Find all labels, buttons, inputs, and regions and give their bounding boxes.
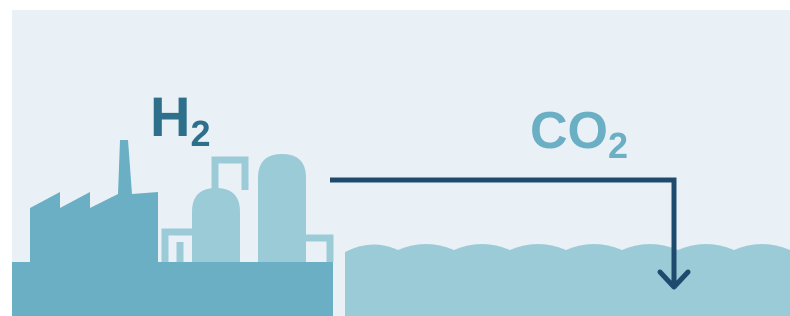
label-subscript: 2 bbox=[608, 125, 628, 166]
label-main: H bbox=[150, 85, 190, 148]
label-subscript: 2 bbox=[190, 113, 210, 154]
label-main: CO bbox=[530, 102, 608, 160]
tank bbox=[258, 154, 306, 262]
water bbox=[345, 244, 790, 316]
ground bbox=[12, 262, 333, 316]
illustration: H2 CO2 bbox=[0, 0, 790, 316]
tank bbox=[192, 188, 240, 262]
